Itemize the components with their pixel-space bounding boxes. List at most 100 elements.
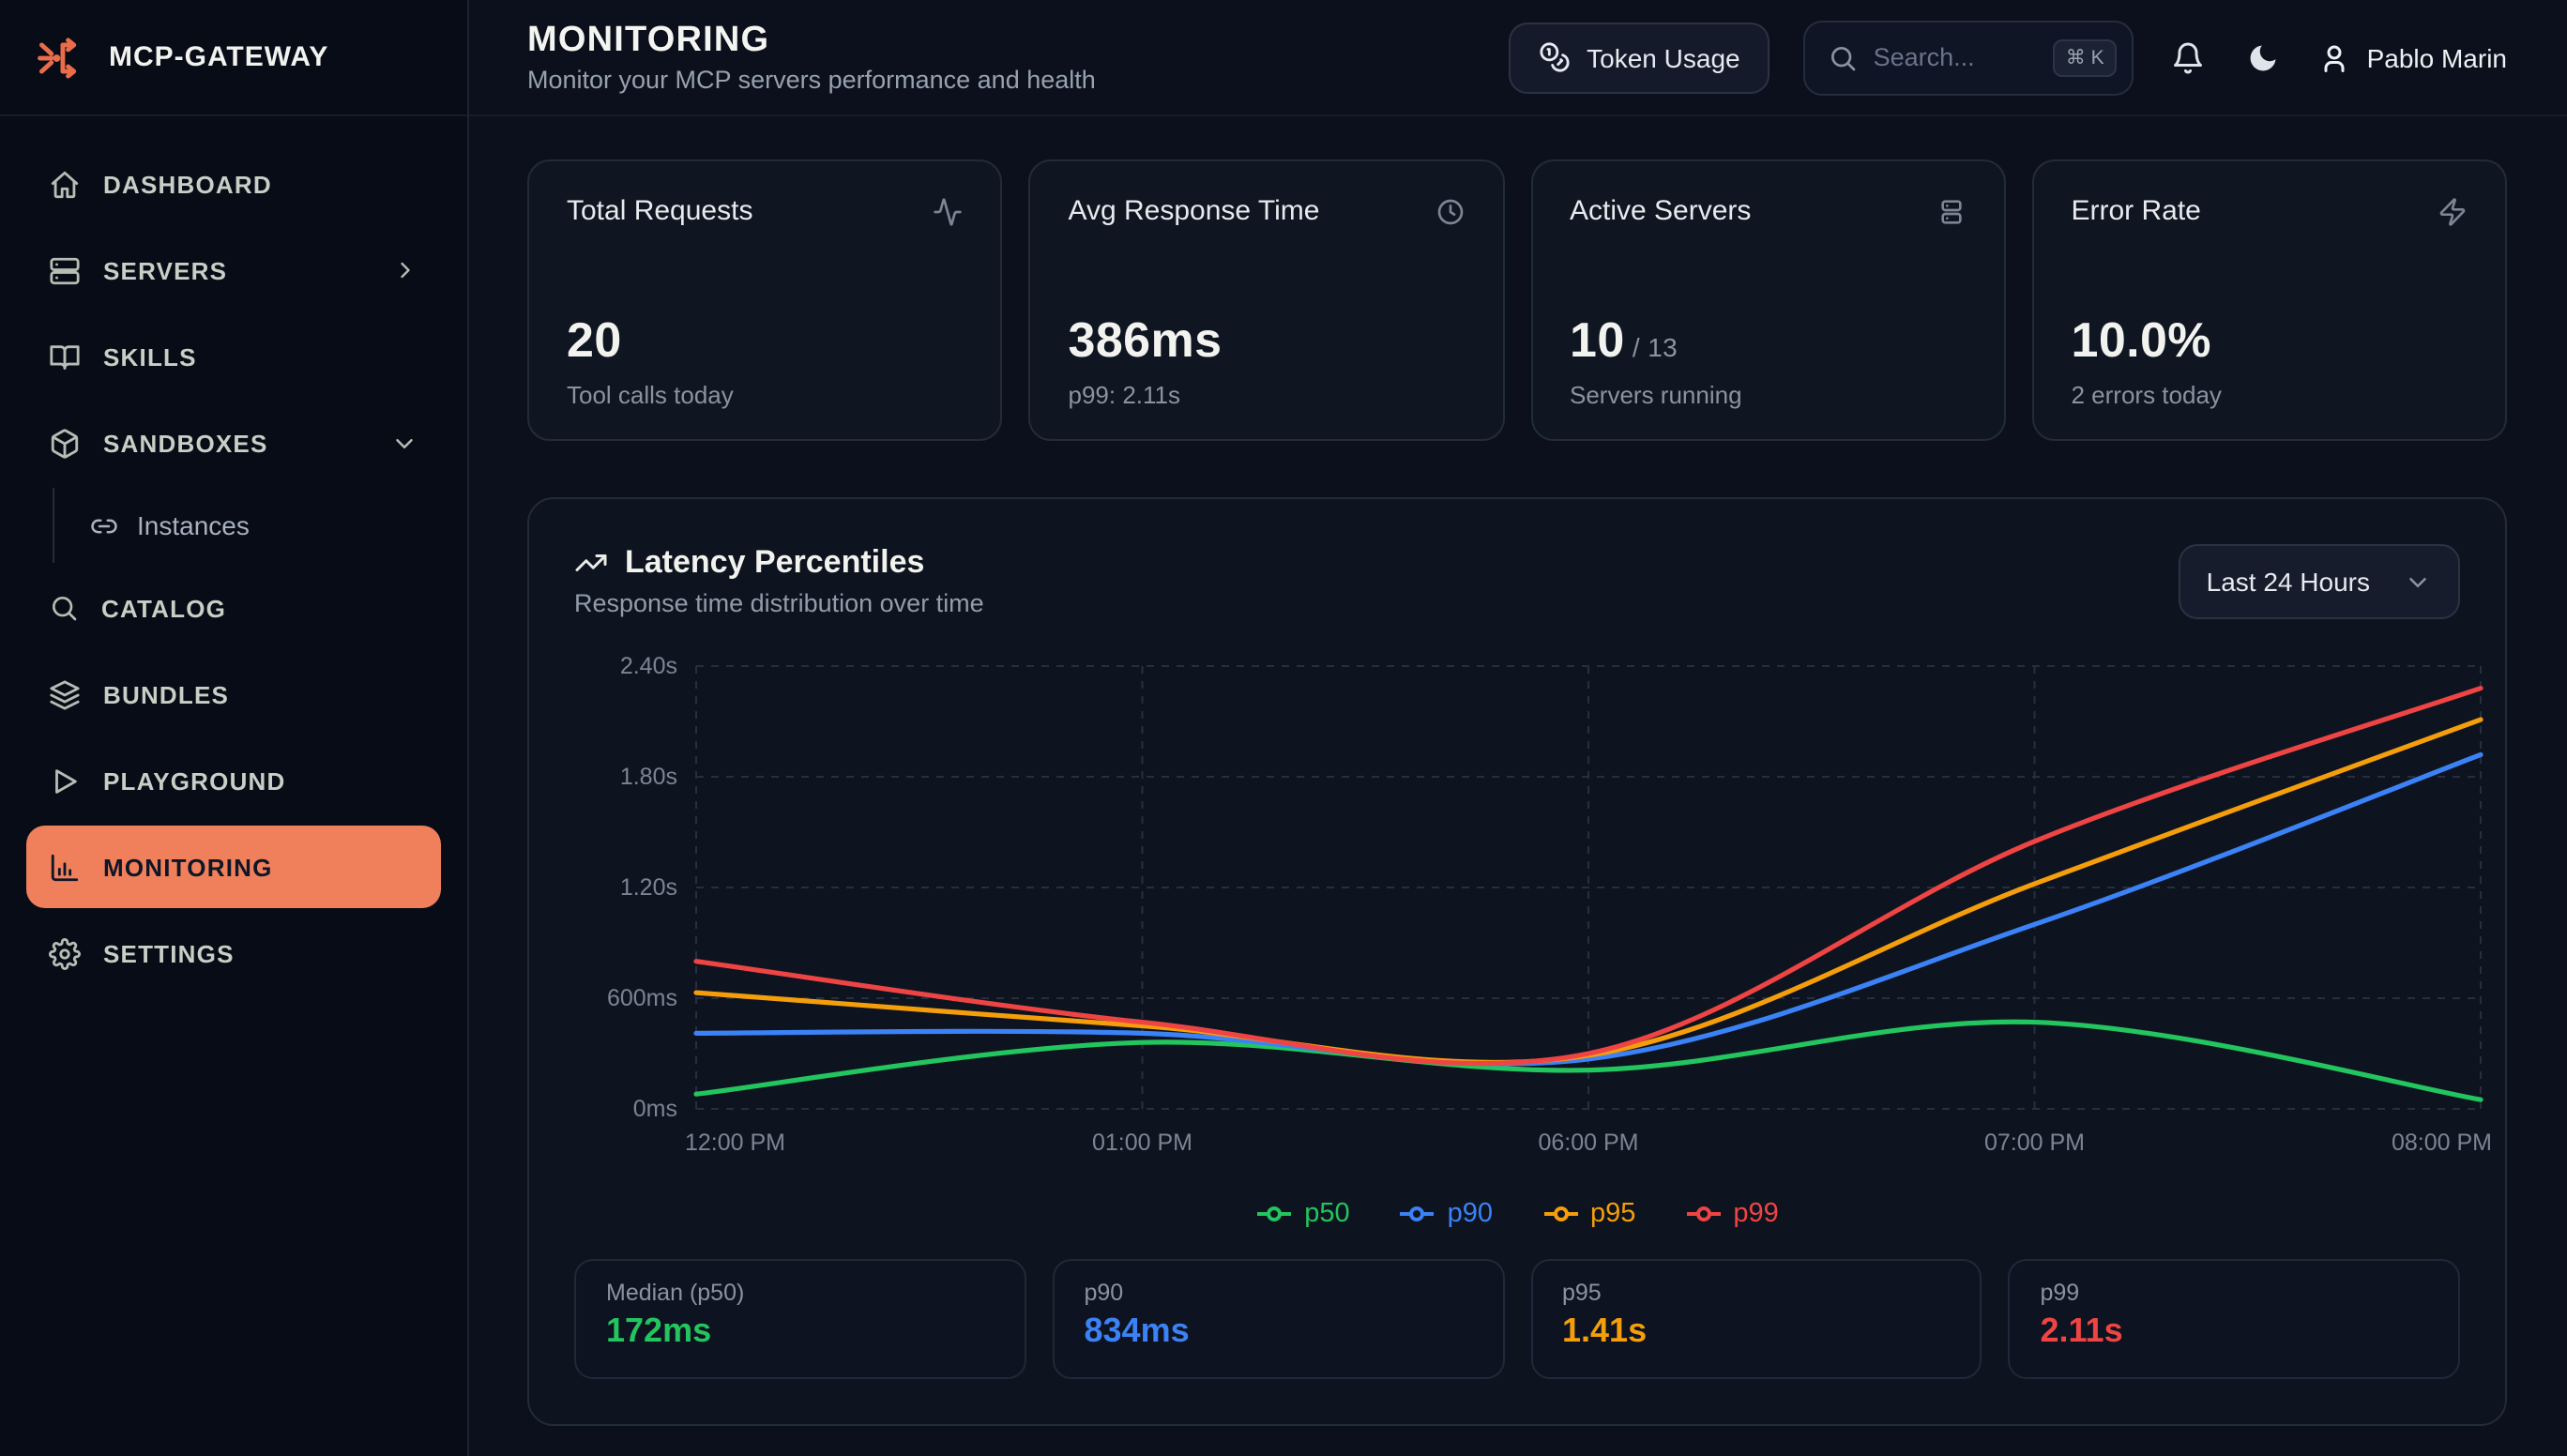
stat-label: Error Rate [2071,195,2201,227]
stat-value: 20 [567,311,622,368]
summary-label: Median (p50) [606,1280,745,1306]
gear-icon [49,937,81,969]
token-usage-button[interactable]: Token Usage [1508,22,1770,93]
search-input[interactable]: Search... ⌘ K [1803,20,2134,95]
stat-card: Total Requests 20 Tool calls today [527,159,1003,441]
stat-value: 10.0% [2071,311,2211,368]
sidebar-item-instances[interactable]: Instances [71,488,441,563]
svg-text:1.80s: 1.80s [620,764,677,790]
legend-label: p99 [1733,1199,1779,1229]
sidebar-item-sandboxes[interactable]: SANDBOXES [26,402,441,484]
sidebar-item-label: SANDBOXES [103,429,268,457]
trending-up-icon [574,546,608,580]
book-open-icon [49,341,81,372]
legend-item-p50[interactable]: p50 [1255,1199,1350,1229]
search-shortcut-badge: ⌘ K [2052,38,2118,76]
summary-label: p99 [2040,1280,2080,1306]
home-icon [49,168,81,200]
stat-subtitle: Tool calls today [567,381,734,409]
latency-panel-subtitle: Response time distribution over time [574,589,984,617]
search-icon [49,593,79,623]
stat-card: Active Servers 10 / 13 Servers running [1530,159,2006,441]
sidebar-item-bundles[interactable]: BUNDLES [26,653,441,736]
bar-chart-icon [49,851,81,883]
svg-text:600ms: 600ms [607,985,677,1011]
sidebar-item-servers[interactable]: SERVERS [26,229,441,311]
stat-card: Error Rate 10.0% 2 errors today [2031,159,2507,441]
latency-panel-title: Latency Percentiles [625,544,925,580]
svg-text:06:00 PM: 06:00 PM [1538,1130,1638,1156]
zap-icon [2438,196,2468,226]
legend-item-p99[interactable]: p99 [1684,1199,1779,1229]
legend-label: p95 [1590,1199,1636,1229]
topbar: MONITORING Monitor your MCP servers perf… [469,0,2567,116]
legend-marker-icon [1255,1203,1293,1225]
percentile-summary-card: p99 2.11s [2008,1259,2460,1379]
latency-panel-header: Latency Percentiles Response time distri… [574,544,2460,619]
user-menu[interactable]: Pablo Marin [2318,40,2507,74]
percentile-summary-card: p90 834ms [1052,1259,1504,1379]
series-line-p50 [693,1019,2483,1102]
page-title: MONITORING [527,21,770,60]
time-range-value: Last 24 Hours [2206,567,2370,597]
coins-icon [1538,41,1570,73]
latency-panel: Latency Percentiles Response time distri… [527,497,2507,1426]
content: Total Requests 20 Tool calls today Avg R… [469,116,2567,1456]
topbar-actions: Token Usage Search... ⌘ K Pablo Marin [1508,20,2507,95]
stats-row: Total Requests 20 Tool calls today Avg R… [527,159,2507,441]
stat-value-suffix: / 13 [1624,332,1678,362]
svg-text:12:00 PM: 12:00 PM [685,1130,785,1156]
sidebar-item-label: SERVERS [103,256,228,284]
servers-icon [49,254,81,286]
search-icon [1829,42,1859,72]
summary-value: 834ms [1084,1312,1190,1349]
time-range-select[interactable]: Last 24 Hours [2178,544,2460,619]
legend-item-p90[interactable]: p90 [1399,1199,1493,1229]
brand[interactable]: MCP-GATEWAY [0,0,467,116]
sidebar-item-dashboard[interactable]: DASHBOARD [26,143,441,225]
legend-label: p90 [1447,1199,1493,1229]
clock-icon [1435,196,1465,226]
svg-text:01:00 PM: 01:00 PM [1092,1130,1192,1156]
sidebar-item-monitoring[interactable]: MONITORING [26,826,441,908]
user-name: Pablo Marin [2366,42,2507,72]
summary-value: 1.41s [1562,1312,1648,1349]
legend-marker-icon [1542,1203,1579,1225]
sidebar-item-label: SETTINGS [103,939,235,967]
layers-icon [49,678,81,710]
sidebar-item-skills[interactable]: SKILLS [26,315,441,398]
theme-toggle-button[interactable] [2243,37,2285,78]
legend-label: p50 [1304,1199,1350,1229]
box-icon [49,427,81,459]
sidebar-item-label: MONITORING [103,853,273,881]
sidebar-item-label: SKILLS [103,342,197,371]
stat-value: 10 / 13 [1570,311,1678,368]
svg-text:2.40s: 2.40s [620,653,677,679]
page-subtitle: Monitor your MCP servers performance and… [527,66,1096,94]
brand-name: MCP-GATEWAY [109,41,329,73]
activity-icon [934,196,964,226]
sidebar-subgroup: Instances [53,488,441,563]
notifications-button[interactable] [2168,37,2210,78]
summary-value: 172ms [606,1312,712,1349]
percentile-summary-card: p95 1.41s [1530,1259,1982,1379]
brand-logo-icon [34,29,90,85]
server-rack-icon [1937,196,1967,226]
sidebar-item-catalog[interactable]: CATALOG [26,567,441,649]
sidebar-item-settings[interactable]: SETTINGS [26,912,441,994]
stat-subtitle: 2 errors today [2071,381,2222,409]
link-icon [90,511,118,539]
page-heading: MONITORING Monitor your MCP servers perf… [527,21,1096,94]
svg-text:0ms: 0ms [633,1096,677,1122]
legend-item-p95[interactable]: p95 [1542,1199,1635,1229]
sidebar-item-label: CATALOG [101,594,227,622]
latency-panel-titles: Latency Percentiles Response time distri… [574,544,984,617]
chevron-down-icon [2404,568,2432,596]
moon-icon [2247,40,2281,74]
latency-chart: 0ms 600ms 1.20s 1.80s 2.40s 12:00 PM 01:00 PM 0… [574,638,2492,1195]
stat-label: Total Requests [567,195,753,227]
sidebar-item-playground[interactable]: PLAYGROUND [26,739,441,822]
series-line-p90 [693,751,2483,1067]
legend-marker-icon [1399,1203,1436,1225]
